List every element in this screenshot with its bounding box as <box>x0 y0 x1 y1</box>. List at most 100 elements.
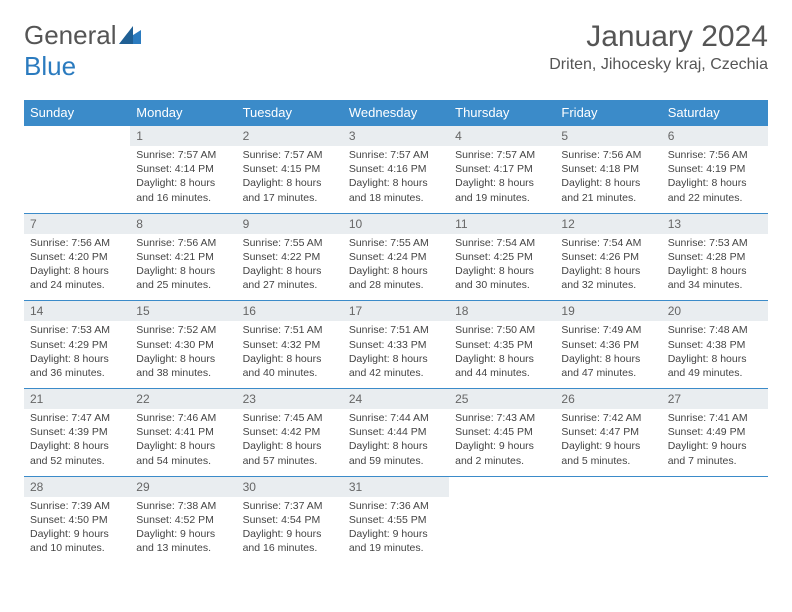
day-content: Sunrise: 7:54 AMSunset: 4:25 PMDaylight:… <box>449 234 555 301</box>
day-cell <box>555 476 661 564</box>
logo-part2: Blue <box>24 51 76 81</box>
dow-header: Saturday <box>662 100 768 125</box>
day-cell: 7Sunrise: 7:56 AMSunset: 4:20 PMDaylight… <box>24 213 130 301</box>
logo-part1: General <box>24 20 117 50</box>
day-cell <box>24 125 130 213</box>
logo-mark-icon <box>119 20 141 50</box>
day-content: Sunrise: 7:57 AMSunset: 4:14 PMDaylight:… <box>130 146 236 213</box>
day-cell <box>449 476 555 564</box>
day-content: Sunrise: 7:38 AMSunset: 4:52 PMDaylight:… <box>130 497 236 564</box>
day-number <box>662 476 768 494</box>
day-content: Sunrise: 7:57 AMSunset: 4:17 PMDaylight:… <box>449 146 555 213</box>
day-number: 19 <box>555 300 661 321</box>
logo-text: General Blue <box>24 20 141 82</box>
day-number: 21 <box>24 388 130 409</box>
day-content: Sunrise: 7:51 AMSunset: 4:32 PMDaylight:… <box>237 321 343 388</box>
day-content: Sunrise: 7:45 AMSunset: 4:42 PMDaylight:… <box>237 409 343 476</box>
day-content: Sunrise: 7:47 AMSunset: 4:39 PMDaylight:… <box>24 409 130 476</box>
day-content: Sunrise: 7:57 AMSunset: 4:16 PMDaylight:… <box>343 146 449 213</box>
day-number: 8 <box>130 213 236 234</box>
day-of-week-row: SundayMondayTuesdayWednesdayThursdayFrid… <box>24 100 768 125</box>
day-content: Sunrise: 7:36 AMSunset: 4:55 PMDaylight:… <box>343 497 449 564</box>
day-number <box>555 476 661 494</box>
day-cell: 20Sunrise: 7:48 AMSunset: 4:38 PMDayligh… <box>662 300 768 388</box>
day-content <box>449 494 555 552</box>
day-content: Sunrise: 7:56 AMSunset: 4:20 PMDaylight:… <box>24 234 130 301</box>
day-number: 30 <box>237 476 343 497</box>
day-number: 23 <box>237 388 343 409</box>
day-number: 2 <box>237 125 343 146</box>
day-content: Sunrise: 7:49 AMSunset: 4:36 PMDaylight:… <box>555 321 661 388</box>
header: General Blue January 2024 Driten, Jihoce… <box>24 20 768 82</box>
day-number: 3 <box>343 125 449 146</box>
day-cell: 3Sunrise: 7:57 AMSunset: 4:16 PMDaylight… <box>343 125 449 213</box>
day-content: Sunrise: 7:52 AMSunset: 4:30 PMDaylight:… <box>130 321 236 388</box>
day-cell: 22Sunrise: 7:46 AMSunset: 4:41 PMDayligh… <box>130 388 236 476</box>
day-cell: 8Sunrise: 7:56 AMSunset: 4:21 PMDaylight… <box>130 213 236 301</box>
day-content: Sunrise: 7:56 AMSunset: 4:18 PMDaylight:… <box>555 146 661 213</box>
day-content: Sunrise: 7:51 AMSunset: 4:33 PMDaylight:… <box>343 321 449 388</box>
day-cell: 17Sunrise: 7:51 AMSunset: 4:33 PMDayligh… <box>343 300 449 388</box>
day-content: Sunrise: 7:50 AMSunset: 4:35 PMDaylight:… <box>449 321 555 388</box>
day-content: Sunrise: 7:57 AMSunset: 4:15 PMDaylight:… <box>237 146 343 213</box>
day-cell: 26Sunrise: 7:42 AMSunset: 4:47 PMDayligh… <box>555 388 661 476</box>
day-cell: 30Sunrise: 7:37 AMSunset: 4:54 PMDayligh… <box>237 476 343 564</box>
day-content: Sunrise: 7:39 AMSunset: 4:50 PMDaylight:… <box>24 497 130 564</box>
day-cell <box>662 476 768 564</box>
day-content: Sunrise: 7:55 AMSunset: 4:22 PMDaylight:… <box>237 234 343 301</box>
day-cell: 12Sunrise: 7:54 AMSunset: 4:26 PMDayligh… <box>555 213 661 301</box>
day-content <box>24 143 130 201</box>
dow-header: Friday <box>555 100 661 125</box>
day-number: 7 <box>24 213 130 234</box>
month-title: January 2024 <box>549 20 768 54</box>
day-number: 28 <box>24 476 130 497</box>
day-number: 15 <box>130 300 236 321</box>
dow-header: Tuesday <box>237 100 343 125</box>
day-number: 5 <box>555 125 661 146</box>
day-number: 12 <box>555 213 661 234</box>
day-number: 22 <box>130 388 236 409</box>
dow-header: Wednesday <box>343 100 449 125</box>
day-number: 27 <box>662 388 768 409</box>
day-number: 20 <box>662 300 768 321</box>
day-content: Sunrise: 7:56 AMSunset: 4:21 PMDaylight:… <box>130 234 236 301</box>
day-content: Sunrise: 7:56 AMSunset: 4:19 PMDaylight:… <box>662 146 768 213</box>
dow-header: Thursday <box>449 100 555 125</box>
day-content: Sunrise: 7:48 AMSunset: 4:38 PMDaylight:… <box>662 321 768 388</box>
day-cell: 25Sunrise: 7:43 AMSunset: 4:45 PMDayligh… <box>449 388 555 476</box>
dow-header: Sunday <box>24 100 130 125</box>
day-number: 11 <box>449 213 555 234</box>
day-cell: 23Sunrise: 7:45 AMSunset: 4:42 PMDayligh… <box>237 388 343 476</box>
logo: General Blue <box>24 20 141 82</box>
day-content: Sunrise: 7:53 AMSunset: 4:28 PMDaylight:… <box>662 234 768 301</box>
day-content: Sunrise: 7:37 AMSunset: 4:54 PMDaylight:… <box>237 497 343 564</box>
day-number: 9 <box>237 213 343 234</box>
day-content: Sunrise: 7:54 AMSunset: 4:26 PMDaylight:… <box>555 234 661 301</box>
day-number: 6 <box>662 125 768 146</box>
day-content: Sunrise: 7:42 AMSunset: 4:47 PMDaylight:… <box>555 409 661 476</box>
day-cell: 11Sunrise: 7:54 AMSunset: 4:25 PMDayligh… <box>449 213 555 301</box>
day-number <box>449 476 555 494</box>
day-cell: 24Sunrise: 7:44 AMSunset: 4:44 PMDayligh… <box>343 388 449 476</box>
day-number: 14 <box>24 300 130 321</box>
day-number: 18 <box>449 300 555 321</box>
day-content: Sunrise: 7:44 AMSunset: 4:44 PMDaylight:… <box>343 409 449 476</box>
day-cell: 21Sunrise: 7:47 AMSunset: 4:39 PMDayligh… <box>24 388 130 476</box>
calendar-table: SundayMondayTuesdayWednesdayThursdayFrid… <box>24 100 768 563</box>
day-content: Sunrise: 7:41 AMSunset: 4:49 PMDaylight:… <box>662 409 768 476</box>
day-content <box>662 494 768 552</box>
day-number: 13 <box>662 213 768 234</box>
dow-header: Monday <box>130 100 236 125</box>
day-number: 1 <box>130 125 236 146</box>
day-cell: 1Sunrise: 7:57 AMSunset: 4:14 PMDaylight… <box>130 125 236 213</box>
day-cell: 6Sunrise: 7:56 AMSunset: 4:19 PMDaylight… <box>662 125 768 213</box>
day-cell: 19Sunrise: 7:49 AMSunset: 4:36 PMDayligh… <box>555 300 661 388</box>
day-cell: 16Sunrise: 7:51 AMSunset: 4:32 PMDayligh… <box>237 300 343 388</box>
day-cell: 5Sunrise: 7:56 AMSunset: 4:18 PMDaylight… <box>555 125 661 213</box>
day-number: 31 <box>343 476 449 497</box>
day-number: 17 <box>343 300 449 321</box>
day-cell: 10Sunrise: 7:55 AMSunset: 4:24 PMDayligh… <box>343 213 449 301</box>
week-number-row: 7Sunrise: 7:56 AMSunset: 4:20 PMDaylight… <box>24 213 768 301</box>
day-number: 26 <box>555 388 661 409</box>
day-content: Sunrise: 7:43 AMSunset: 4:45 PMDaylight:… <box>449 409 555 476</box>
